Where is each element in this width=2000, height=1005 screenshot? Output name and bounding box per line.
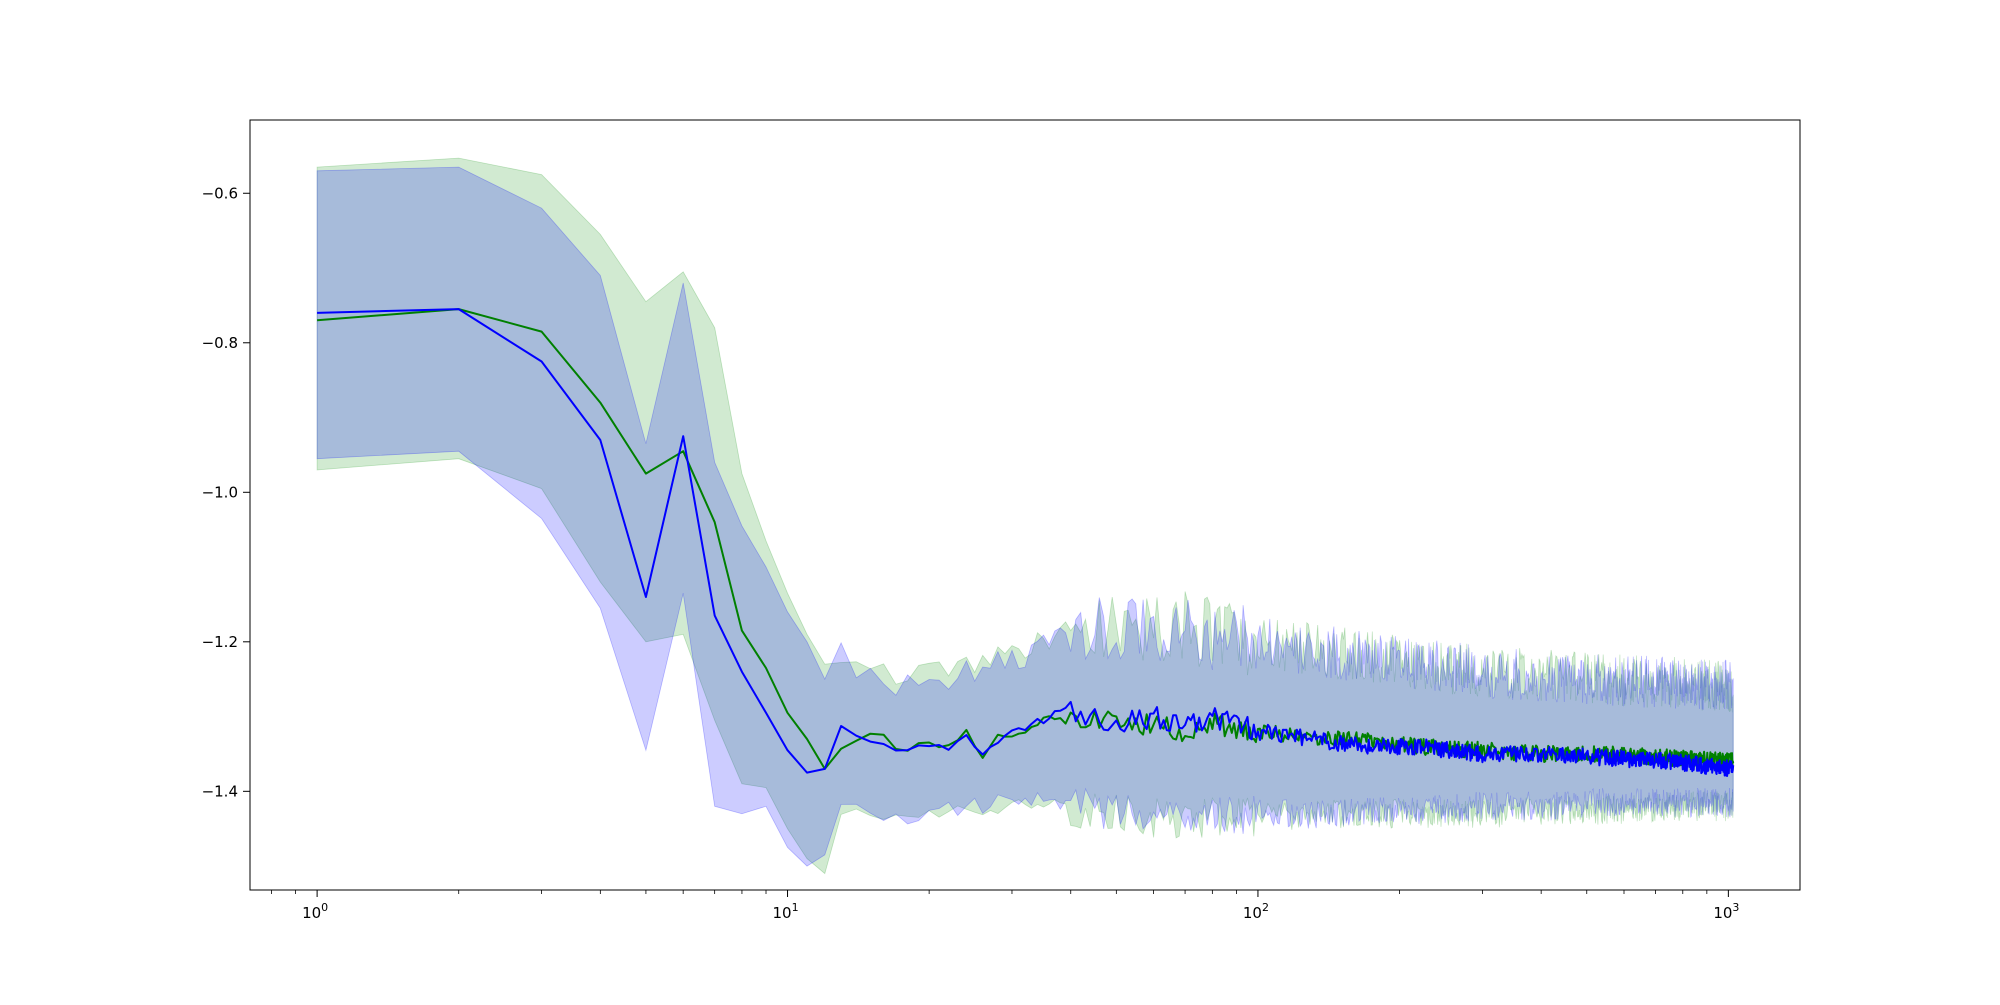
plot-frame [249,119,1801,891]
y-axis: −0.6 −0.8 −1.0 −1.2 −1.4 [202,184,250,800]
y-tick-label: −0.8 [202,334,238,352]
series-2-band [316,166,1734,867]
confidence-bands [316,157,1734,875]
x-tick-label: 103 [1713,901,1739,922]
x-tick-label: 101 [772,901,798,922]
y-tick-label: −1.0 [202,483,238,501]
x-tick-label: 102 [1243,901,1269,922]
y-tick-label: −1.2 [202,633,238,651]
series-2-line [317,308,1735,777]
y-tick-label: −1.4 [202,782,238,800]
x-tick-label: 100 [302,901,328,922]
series-lines [317,308,1735,777]
x-axis: 100 101 102 103 [271,890,1739,922]
y-tick-label: −0.6 [202,184,238,202]
series-1-band [316,157,1734,875]
